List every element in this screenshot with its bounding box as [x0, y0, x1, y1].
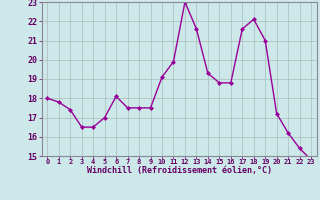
X-axis label: Windchill (Refroidissement éolien,°C): Windchill (Refroidissement éolien,°C) — [87, 166, 272, 175]
